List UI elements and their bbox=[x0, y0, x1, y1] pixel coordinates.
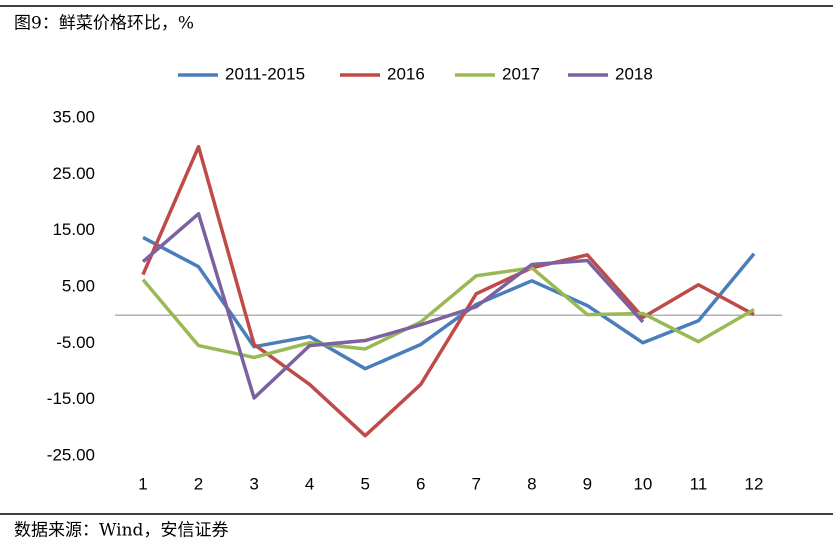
x-tick-label: 10 bbox=[633, 474, 652, 493]
y-tick-label: -15.00 bbox=[47, 389, 95, 408]
x-tick-label: 6 bbox=[416, 474, 425, 493]
legend-label: 2018 bbox=[615, 64, 653, 83]
x-tick-label: 3 bbox=[249, 474, 258, 493]
y-tick-label: 35.00 bbox=[52, 107, 95, 126]
y-tick-label: -5.00 bbox=[56, 333, 95, 352]
x-tick-label: 2 bbox=[194, 474, 203, 493]
y-tick-label: 15.00 bbox=[52, 220, 95, 239]
y-tick-label: -25.00 bbox=[47, 445, 95, 464]
series-line bbox=[141, 266, 755, 360]
x-tick-label: 7 bbox=[472, 474, 481, 493]
legend-label: 2016 bbox=[387, 64, 425, 83]
legend-label: 2011-2015 bbox=[225, 64, 305, 83]
x-tick-label: 5 bbox=[360, 474, 369, 493]
x-tick-label: 9 bbox=[583, 474, 592, 493]
legend-label: 2017 bbox=[502, 64, 540, 83]
x-tick-label: 11 bbox=[690, 474, 708, 493]
y-tick-label: 25.00 bbox=[52, 164, 95, 183]
x-tick-label: 8 bbox=[527, 474, 536, 493]
x-tick-label: 4 bbox=[305, 474, 314, 493]
x-tick-label: 12 bbox=[745, 474, 764, 493]
series-line bbox=[141, 144, 755, 438]
series-line bbox=[141, 212, 645, 400]
series-line bbox=[142, 235, 756, 371]
source: 数据来源：Wind，安信证券 bbox=[14, 521, 228, 541]
y-tick-label: 5.00 bbox=[62, 276, 95, 295]
chart-title: 图9：鲜菜价格环比，% bbox=[14, 14, 194, 34]
x-tick-label: 1 bbox=[138, 474, 147, 493]
